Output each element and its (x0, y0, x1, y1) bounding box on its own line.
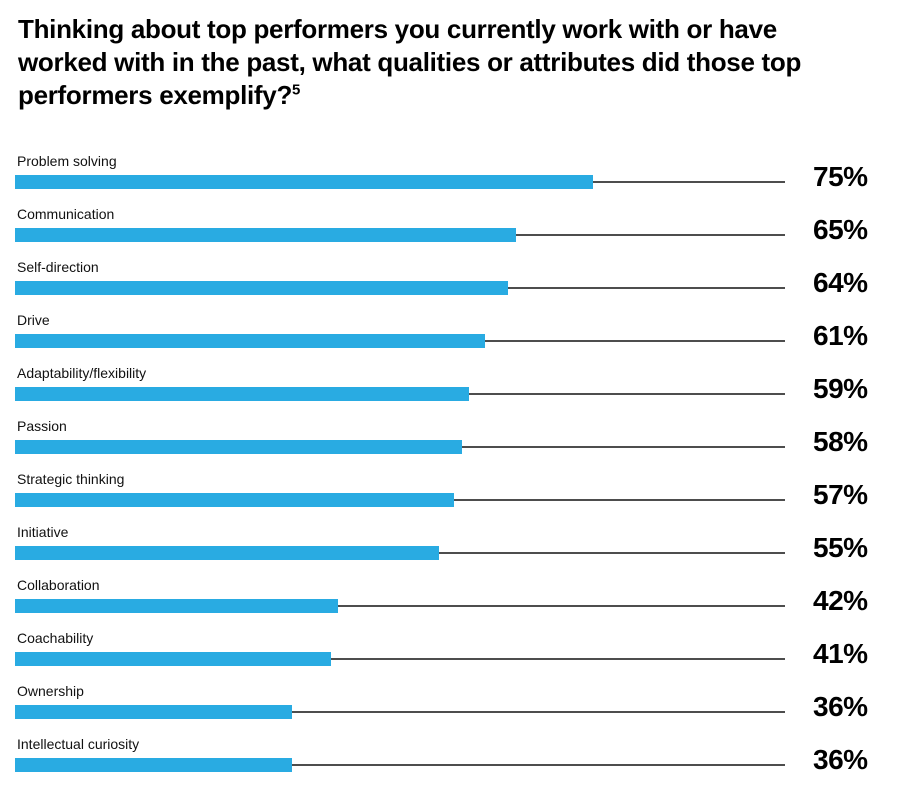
bar (15, 705, 293, 719)
bar-value: 42% (813, 585, 868, 616)
bar (15, 652, 331, 666)
bar (15, 175, 593, 189)
bar-track (15, 175, 785, 189)
bar-track (15, 599, 785, 613)
chart-title-line-3-text: performers exemplify? (18, 80, 293, 110)
chart-row: Coachability 41% (0, 630, 906, 683)
bar-value: 65% (813, 214, 868, 245)
bar-chart: Problem solving 75% Communication 65% Self-d… (0, 153, 906, 789)
chart-title-line-3: performers exemplify?5 (18, 79, 888, 112)
bar (15, 228, 516, 242)
chart-title: Thinking about top performers you curren… (18, 13, 888, 112)
bar-value: 75% (813, 161, 868, 192)
bar-label: Passion (17, 418, 67, 434)
bar-track (15, 758, 785, 772)
bar-value: 41% (813, 638, 868, 669)
bar-value: 58% (813, 426, 868, 457)
bar (15, 493, 454, 507)
chart-row: Ownership 36% (0, 683, 906, 736)
bar-value: 57% (813, 479, 868, 510)
bar-track (15, 387, 785, 401)
bar (15, 281, 508, 295)
footnote-marker: 5 (292, 81, 301, 99)
bar (15, 334, 485, 348)
bar-value: 36% (813, 744, 868, 775)
bar-label: Ownership (17, 683, 84, 699)
leader-line (15, 605, 785, 607)
bar-track (15, 228, 785, 242)
bar (15, 440, 462, 454)
bar-label: Communication (17, 206, 115, 222)
bar (15, 599, 339, 613)
bar-value: 36% (813, 691, 868, 722)
bar-value: 64% (813, 267, 868, 298)
bar-value: 61% (813, 320, 868, 351)
chart-row: Self-direction 64% (0, 259, 906, 312)
bar-track (15, 493, 785, 507)
bar-label: Strategic thinking (17, 471, 125, 487)
bar (15, 546, 439, 560)
chart-row: Drive 61% (0, 312, 906, 365)
chart-row: Intellectual curiosity 36% (0, 736, 906, 789)
bar-label: Self-direction (17, 259, 99, 275)
chart-row: Collaboration 42% (0, 577, 906, 630)
chart-row: Strategic thinking 57% (0, 471, 906, 524)
bar-track (15, 334, 785, 348)
bar-track (15, 705, 785, 719)
bar-label: Initiative (17, 524, 69, 540)
bar-track (15, 281, 785, 295)
chart-row: Adaptability/flexibility 59% (0, 365, 906, 418)
bar-label: Problem solving (17, 153, 117, 169)
bar-label: Coachability (17, 630, 94, 646)
leader-line (15, 764, 785, 766)
bar-value: 55% (813, 532, 868, 563)
bar-label: Intellectual curiosity (17, 736, 140, 752)
bar-label: Adaptability/flexibility (17, 365, 147, 381)
bar (15, 387, 470, 401)
bar-value: 59% (813, 373, 868, 404)
chart-row: Communication 65% (0, 206, 906, 259)
chart-row: Passion 58% (0, 418, 906, 471)
bar-label: Collaboration (17, 577, 100, 593)
leader-line (15, 658, 785, 660)
chart-title-line-1: Thinking about top performers you curren… (18, 14, 777, 44)
chart-title-line-2: worked with in the past, what qualities … (18, 47, 802, 77)
bar-track (15, 546, 785, 560)
bar-label: Drive (17, 312, 50, 328)
chart-row: Problem solving 75% (0, 153, 906, 206)
bar-track (15, 440, 785, 454)
leader-line (15, 711, 785, 713)
bar-track (15, 652, 785, 666)
chart-row: Initiative 55% (0, 524, 906, 577)
bar (15, 758, 293, 772)
